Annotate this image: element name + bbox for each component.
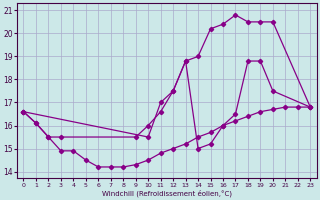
X-axis label: Windchill (Refroidissement éolien,°C): Windchill (Refroidissement éolien,°C) [102,189,232,197]
